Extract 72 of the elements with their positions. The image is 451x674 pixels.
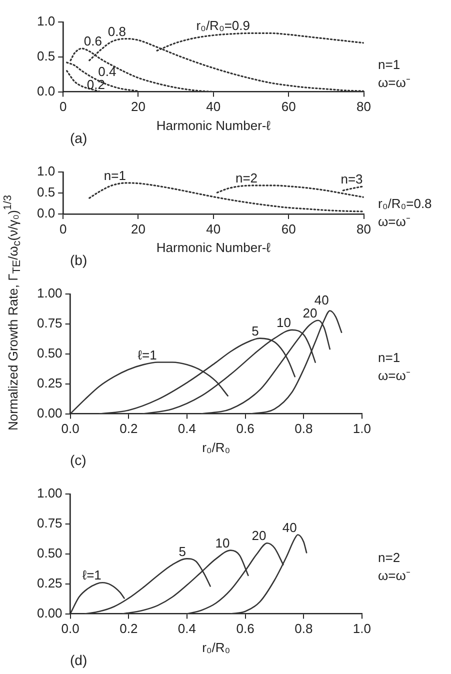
series-label: ℓ=1 [82, 568, 102, 583]
text: (b) [70, 252, 88, 268]
text: ω=ω⁻ [378, 367, 410, 385]
x-tick-label: 40 [206, 221, 221, 236]
y-tick-label: 0.5 [36, 184, 56, 200]
series-label: 0.8 [108, 24, 126, 39]
x-tick-label: 40 [206, 99, 221, 114]
text: n=2 [378, 549, 402, 567]
y-tick-label: 0.75 [36, 316, 62, 331]
x-tick-label: 0.0 [61, 421, 80, 436]
y-tick-label: 1.0 [36, 14, 56, 29]
series-label: 10 [215, 535, 230, 550]
series-label: 0.4 [98, 64, 116, 80]
y-tick-label: 0.50 [36, 545, 62, 560]
y-tick-label: 0.75 [36, 516, 62, 531]
text: ω=ω⁻ [378, 74, 410, 92]
text: n=1 [378, 349, 402, 367]
series-label: 5 [252, 323, 259, 338]
x-tick-label: 0.8 [294, 421, 313, 436]
text: n=1 [378, 56, 402, 74]
x-tick-label: 0 [59, 99, 67, 114]
series-label: 10 [276, 315, 291, 330]
text: (a) [70, 130, 88, 146]
series-label: 40 [282, 520, 297, 535]
x-tick-label: 0.6 [236, 421, 254, 436]
x-tick-label: 20 [131, 221, 146, 236]
y-tick-label: 0.5 [36, 48, 56, 64]
x-tick-label: 0.2 [120, 621, 138, 636]
x-tick-label: 0.4 [178, 621, 196, 636]
series-label: n=1 [104, 168, 126, 183]
series-label: 0.2 [86, 77, 105, 92]
x-tick-label: 80 [356, 99, 372, 114]
y-tick-label: 1.0 [36, 164, 56, 179]
x-tick-label: 1.0 [352, 621, 372, 636]
series-label: 20 [252, 528, 266, 544]
x-tick-label: 0.0 [61, 621, 80, 636]
series-label: 40 [314, 292, 329, 308]
text: r₀/R₀=0.8 [378, 195, 432, 213]
text: ω=ω⁻ [378, 567, 410, 585]
x-tick-label: 1.0 [352, 421, 372, 436]
series-label: 0.6 [84, 34, 102, 49]
y-tick-label: 0.25 [36, 575, 62, 590]
series-label: ℓ=1 [138, 347, 157, 362]
y-tick-label: 0.00 [36, 405, 62, 420]
series-label: 5 [178, 544, 186, 559]
x-tick-label: 20 [131, 99, 146, 114]
text: (d) [70, 652, 88, 668]
x-axis-title: r₀/R₀ [202, 640, 230, 655]
x-axis-title: r₀/R₀ [202, 440, 230, 455]
x-tick-label: 0.2 [120, 421, 138, 436]
text: ω=ω⁻ [378, 213, 411, 231]
x-tick-label: 0.8 [294, 621, 313, 636]
x-axis-title: Harmonic Number-ℓ [156, 118, 272, 133]
text: (c) [70, 452, 86, 468]
series-label: r₀/R₀=0.9 [196, 18, 250, 34]
series-label: 20 [302, 305, 318, 320]
y-tick-label: 0.00 [36, 605, 62, 620]
x-tick-label: 80 [356, 221, 372, 236]
series-label: n=3 [340, 171, 363, 186]
y-tick-label: 0.25 [36, 375, 62, 390]
x-tick-label: 0.4 [178, 421, 196, 436]
y-tick-label: 1.00 [36, 286, 62, 301]
series-label: n=2 [235, 170, 258, 186]
y-tick-label: 0.0 [36, 83, 56, 98]
x-tick-label: 0.6 [236, 621, 254, 636]
y-tick-label: 1.00 [36, 486, 62, 501]
x-axis-title: Harmonic Number-ℓ [156, 240, 272, 255]
x-tick-label: 60 [281, 99, 296, 114]
y-tick-label: 0.0 [36, 206, 56, 221]
y-tick-label: 0.50 [36, 345, 62, 360]
x-tick-label: 60 [281, 221, 296, 236]
x-tick-label: 0 [59, 221, 67, 236]
